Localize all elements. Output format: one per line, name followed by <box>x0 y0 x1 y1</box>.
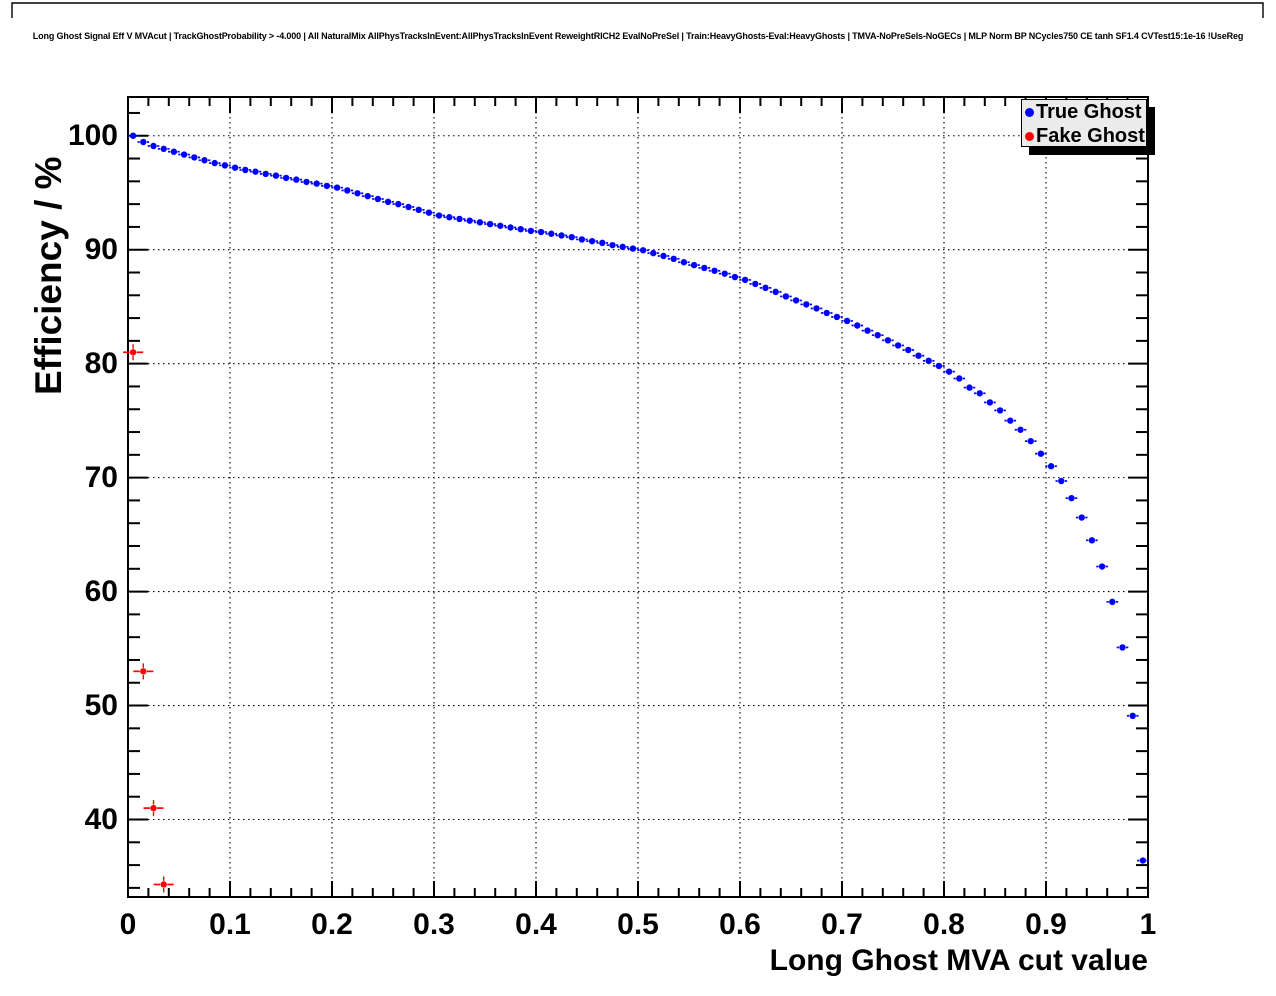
series-fake-ghost <box>123 344 174 893</box>
x-tick-label: 0.5 <box>617 908 659 941</box>
legend-label-fake-ghost: Fake Ghost <box>1036 125 1145 147</box>
x-tick-label: 0.1 <box>209 908 251 941</box>
true-ghost-marker-icon <box>1025 107 1034 117</box>
x-tick-label: 0.3 <box>413 908 455 941</box>
series-true-ghost <box>127 132 1149 864</box>
y-tick-label: 90 <box>84 232 118 266</box>
legend-entry-true-ghost: True Ghost <box>1022 100 1146 124</box>
x-tick-label: 0.9 <box>1025 908 1067 941</box>
legend-label-true-ghost: True Ghost <box>1036 101 1142 123</box>
chart-title: Long Ghost Signal Eff V MVAcut | TrackGh… <box>32 31 1244 41</box>
x-tick-label: 1 <box>1139 908 1157 941</box>
x-axis-title: Long Ghost MVA cut value <box>769 944 1148 977</box>
x-tick-label: 0.2 <box>311 908 353 941</box>
fake-ghost-marker-icon <box>1025 131 1034 141</box>
x-tick-label: 0.7 <box>821 908 863 941</box>
legend: True Ghost Fake Ghost <box>1021 99 1147 147</box>
y-tick-label: 60 <box>84 574 118 608</box>
canvas-border <box>11 2 1264 18</box>
legend-entry-fake-ghost: Fake Ghost <box>1022 124 1146 148</box>
y-tick-label: 80 <box>84 346 118 380</box>
y-tick-label: 100 <box>67 118 118 152</box>
x-tick-label: 0.6 <box>719 908 761 941</box>
y-tick-label: 40 <box>84 802 118 836</box>
axis-ticks <box>127 97 1149 897</box>
x-tick-label: 0.8 <box>923 908 965 941</box>
x-tick-label: 0 <box>119 908 137 941</box>
plot-frame <box>127 96 1149 898</box>
y-tick-label: 50 <box>84 688 118 722</box>
grid-lines <box>128 97 1148 897</box>
x-tick-label: 0.4 <box>515 908 557 941</box>
y-tick-label: 70 <box>84 460 118 494</box>
